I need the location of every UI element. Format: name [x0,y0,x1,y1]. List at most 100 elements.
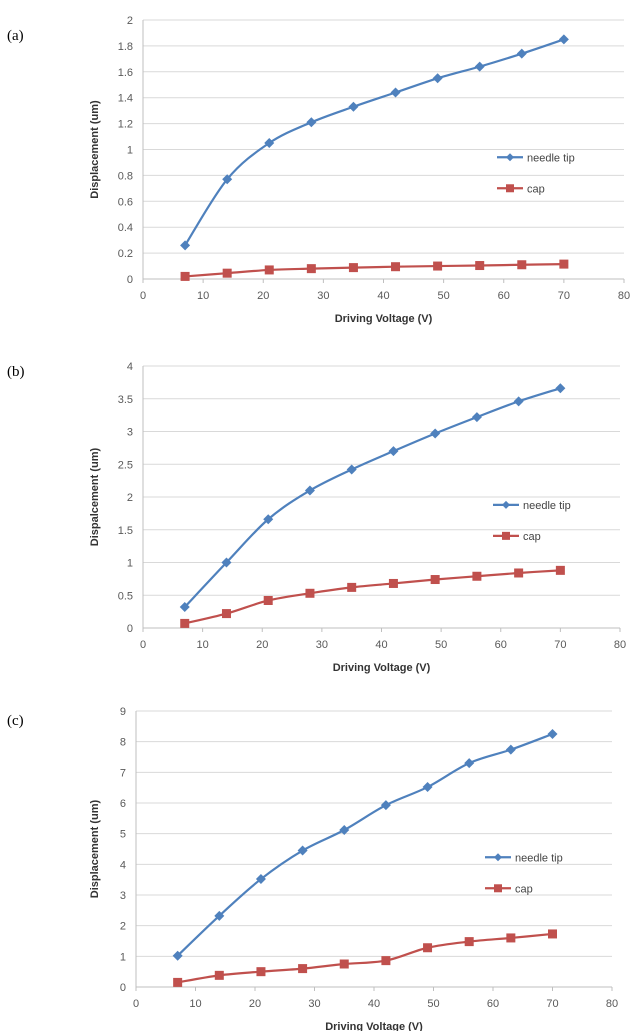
data-point-needle-tip [388,446,399,457]
data-point-needle-tip [422,782,433,793]
x-tick-label: 20 [249,998,261,1010]
y-tick-label: 3 [127,427,133,439]
data-point-needle-tip [390,87,401,98]
data-point-needle-tip [221,557,232,568]
y-tick-label: 1 [127,145,133,157]
x-axis-title: Driving Voltage (V) [325,1021,423,1031]
data-point-needle-tip [306,117,317,128]
data-point-cap [559,259,569,269]
data-point-cap [433,261,443,271]
data-point-cap [263,595,273,605]
chart-panel-c: (c) 0 1 2 3 4 5 6 7 8 9 0 10 20 30 40 50 60 70 80 Driving V… [0,685,633,1031]
y-tick-label: 1.8 [118,41,133,53]
y-tick-label: 1 [120,951,126,963]
x-axis-title: Driving Voltage (V) [335,313,433,325]
data-point-cap [221,609,231,619]
data-point-needle-tip [547,729,558,739]
series-line-needle-tip [184,38,565,246]
data-point-cap [339,959,349,969]
data-point-cap [388,578,398,588]
data-point-cap [222,268,232,278]
y-tick-label: 1 [127,558,133,570]
y-tick-label: 0.8 [118,170,133,182]
series-line-cap [177,932,553,984]
data-point-cap [180,271,190,281]
data-point-cap [264,265,274,275]
y-tick-label: 5 [120,829,126,841]
data-point-cap [173,977,183,987]
x-tick-label: 70 [554,639,566,651]
data-point-needle-tip [471,412,482,423]
data-point-cap [298,964,308,974]
y-tick-label: 2 [120,921,126,933]
data-point-needle-tip [263,514,274,525]
data-point-cap [423,943,433,953]
x-tick-label: 0 [140,639,146,651]
y-tick-label: 2 [127,15,133,27]
x-tick-label: 50 [427,998,439,1010]
data-point-cap [514,568,524,578]
data-point-needle-tip [304,485,315,496]
legend-label-cap: cap [527,183,545,195]
data-point-needle-tip [430,428,441,439]
data-point-needle-tip [505,744,516,755]
y-tick-label: 9 [120,706,126,718]
data-point-needle-tip [380,800,391,811]
x-tick-label: 60 [487,998,499,1010]
y-axis-title: Displacement (um) [89,100,101,199]
y-tick-label: 7 [120,767,126,779]
data-point-cap [306,264,316,274]
series-line-cap [184,569,561,625]
y-tick-label: 0 [127,623,133,635]
data-point-needle-tip [339,824,350,835]
data-point-needle-tip [255,874,266,885]
x-tick-label: 70 [558,290,570,302]
y-axis-title: Displacement (um) [89,799,101,898]
data-point-cap [475,261,485,271]
x-tick-label: 80 [618,290,630,302]
legend-marker-cap [506,184,514,193]
data-point-cap [305,588,315,598]
data-point-cap [256,967,266,977]
y-tick-label: 1.6 [118,67,133,79]
y-tick-label: 0 [127,274,133,286]
data-point-cap [391,262,401,272]
x-tick-label: 30 [308,998,320,1010]
y-tick-label: 1.2 [118,119,133,131]
legend-label-needle-tip: needle tip [515,852,563,864]
legend-marker-needle-tip [494,853,502,862]
data-point-cap [555,565,565,575]
data-point-cap [180,618,190,628]
data-point-needle-tip [172,950,183,961]
chart-c-svg: 0 1 2 3 4 5 6 7 8 9 0 10 20 30 40 50 60 70 80 Driving Volta… [89,706,618,1031]
x-tick-label: 70 [546,998,558,1010]
x-tick-label: 20 [257,290,269,302]
data-point-needle-tip [464,758,475,769]
data-point-needle-tip [513,396,524,407]
legend-marker-cap [494,884,502,893]
legend-label-needle-tip: needle tip [523,500,571,512]
x-tick-label: 80 [614,639,626,651]
x-tick-label: 10 [197,639,209,651]
x-tick-label: 0 [133,998,139,1010]
data-point-cap [506,933,516,943]
data-point-needle-tip [474,61,485,72]
panel-label-c: (c) [7,713,24,729]
legend-marker-needle-tip [502,500,510,509]
data-point-needle-tip [180,240,191,251]
data-point-needle-tip [432,73,443,84]
x-tick-label: 30 [316,639,328,651]
chart-a-svg: 00.20.40.60.811.21.41.61.820 10 20 30 40 50 60… [89,15,630,325]
data-point-cap [430,575,440,585]
x-tick-label: 60 [498,290,510,302]
x-tick-label: 0 [140,290,146,302]
x-tick-label: 50 [435,639,447,651]
x-tick-label: 40 [375,639,387,651]
x-tick-label: 80 [606,998,618,1010]
chart-panel-a: (a) 0 0.2 0.4 0.6 0.8 1 1.2 1.4 1.6 1.8 2 0 10 20 30 40… [0,0,633,340]
x-tick-label: 40 [377,290,389,302]
chart-b-svg: 00.511.522.533.540 10 20 30 40 50 60 70 80Drivin… [89,361,626,674]
y-tick-label: 0 [120,982,126,994]
y-tick-label: 1.4 [118,93,133,105]
legend-label-needle-tip: needle tip [527,152,575,164]
